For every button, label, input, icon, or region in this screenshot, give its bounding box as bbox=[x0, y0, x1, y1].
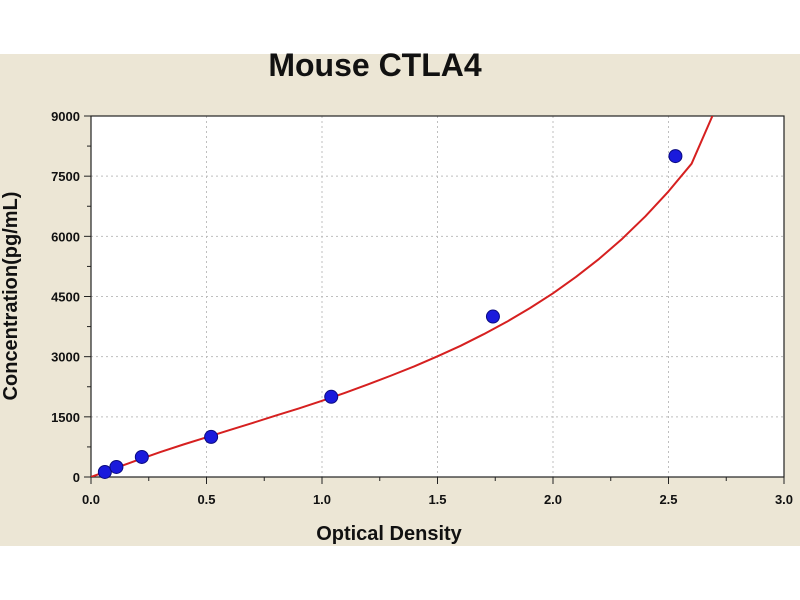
x-axis-title: Optical Density bbox=[316, 523, 462, 545]
x-tick-label: 1.5 bbox=[428, 492, 446, 507]
chart-title: Mouse CTLA4 bbox=[268, 47, 482, 83]
data-point bbox=[109, 459, 124, 474]
x-tick-label: 0.5 bbox=[197, 492, 215, 507]
x-tick-label: 0.0 bbox=[82, 492, 100, 507]
data-point bbox=[97, 464, 112, 479]
y-tick-label: 9000 bbox=[51, 109, 80, 124]
y-tick-label: 7500 bbox=[51, 169, 80, 184]
data-point bbox=[204, 429, 219, 444]
data-point bbox=[668, 149, 683, 164]
y-tick-label: 0 bbox=[73, 470, 80, 485]
data-point bbox=[134, 449, 149, 464]
x-tick-label: 1.0 bbox=[313, 492, 331, 507]
y-tick-label: 1500 bbox=[51, 410, 80, 425]
x-tick-label: 2.5 bbox=[659, 492, 677, 507]
fit-curve-line bbox=[91, 116, 714, 477]
data-point bbox=[485, 309, 500, 324]
x-tick-label: 3.0 bbox=[775, 492, 793, 507]
y-tick-label: 6000 bbox=[51, 229, 80, 244]
data-point bbox=[324, 389, 339, 404]
y-tick-label: 3000 bbox=[51, 350, 80, 365]
x-tick-label: 2.0 bbox=[544, 492, 562, 507]
y-tick-label: 4500 bbox=[51, 290, 80, 305]
y-axis-title: Concentration(pg/mL) bbox=[0, 192, 22, 401]
